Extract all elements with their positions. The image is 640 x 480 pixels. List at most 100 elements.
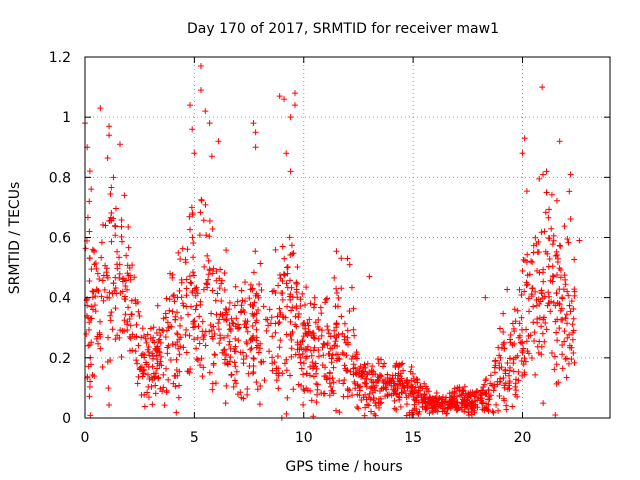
- data-point: [281, 96, 288, 103]
- data-point: [290, 386, 297, 393]
- data-point: [169, 341, 176, 348]
- data-point: [244, 340, 251, 347]
- data-point: [199, 373, 206, 380]
- data-point: [300, 386, 307, 393]
- data-point: [188, 280, 195, 287]
- data-point: [308, 352, 315, 359]
- data-point: [160, 384, 167, 391]
- data-point: [303, 284, 310, 291]
- data-point: [567, 171, 574, 178]
- data-point: [112, 305, 119, 312]
- data-point: [552, 411, 559, 418]
- data-point: [93, 265, 100, 272]
- data-point: [571, 292, 578, 299]
- data-point: [197, 209, 204, 216]
- data-point: [206, 369, 213, 376]
- data-point: [155, 374, 162, 381]
- data-point: [411, 378, 418, 385]
- data-point: [540, 171, 547, 178]
- data-point: [535, 248, 542, 255]
- data-point: [168, 323, 175, 330]
- data-point: [243, 353, 250, 360]
- y-tick-label: 0.8: [49, 170, 71, 186]
- data-point: [447, 405, 454, 412]
- data-point: [119, 238, 126, 245]
- data-point: [521, 288, 528, 295]
- data-point: [289, 328, 296, 335]
- data-point: [132, 300, 139, 307]
- data-point: [176, 382, 183, 389]
- data-point: [294, 346, 301, 353]
- data-point: [532, 288, 539, 295]
- data-point: [249, 322, 256, 329]
- data-point: [362, 391, 369, 398]
- data-point: [284, 394, 291, 401]
- data-point: [340, 351, 347, 358]
- data-point: [512, 380, 519, 387]
- data-point: [193, 286, 200, 293]
- data-point: [222, 309, 229, 316]
- data-point: [86, 278, 93, 285]
- data-point: [125, 224, 132, 231]
- data-point: [501, 384, 508, 391]
- data-point: [100, 221, 107, 228]
- data-point: [332, 338, 339, 345]
- data-point: [352, 370, 359, 377]
- data-point: [544, 250, 551, 257]
- data-point: [398, 389, 405, 396]
- data-point: [154, 302, 161, 309]
- data-point: [162, 334, 169, 341]
- data-point: [121, 192, 128, 199]
- data-point: [209, 225, 216, 232]
- data-point: [226, 338, 233, 345]
- data-point: [493, 401, 500, 408]
- data-point: [351, 332, 358, 339]
- data-point: [474, 404, 481, 411]
- data-point: [149, 363, 156, 370]
- data-point: [379, 378, 386, 385]
- data-point: [171, 298, 178, 305]
- data-point: [496, 392, 503, 399]
- data-point: [198, 355, 205, 362]
- data-point: [295, 310, 302, 317]
- data-point: [145, 394, 152, 401]
- data-point: [536, 314, 543, 321]
- data-point: [324, 342, 331, 349]
- data-point: [388, 382, 395, 389]
- data-point: [319, 327, 326, 334]
- data-point: [570, 305, 577, 312]
- data-point: [211, 351, 218, 358]
- data-point: [304, 331, 311, 338]
- data-point: [569, 321, 576, 328]
- data-point: [288, 242, 295, 249]
- data-point: [244, 386, 251, 393]
- data-point: [150, 370, 157, 377]
- data-point: [324, 323, 331, 330]
- data-point: [299, 350, 306, 357]
- data-point: [419, 385, 426, 392]
- data-point: [183, 285, 190, 292]
- data-point: [209, 380, 216, 387]
- data-point: [412, 384, 419, 391]
- data-point: [557, 266, 564, 273]
- data-point: [528, 354, 535, 361]
- data-point: [426, 393, 433, 400]
- data-point: [243, 324, 250, 331]
- data-point: [215, 326, 222, 333]
- data-point: [139, 373, 146, 380]
- data-point: [330, 379, 337, 386]
- data-point: [283, 331, 290, 338]
- data-point: [528, 258, 535, 265]
- data-point: [277, 309, 284, 316]
- data-point: [271, 359, 278, 366]
- data-point: [213, 311, 220, 318]
- data-point: [210, 323, 217, 330]
- data-point: [192, 306, 199, 313]
- data-point: [263, 327, 270, 334]
- data-point: [166, 296, 173, 303]
- data-point: [304, 387, 311, 394]
- data-point: [361, 361, 368, 368]
- y-axis-label: SRMTID / TECUs: [7, 182, 23, 295]
- chart-title: Day 170 of 2017, SRMTID for receiver maw…: [187, 21, 499, 37]
